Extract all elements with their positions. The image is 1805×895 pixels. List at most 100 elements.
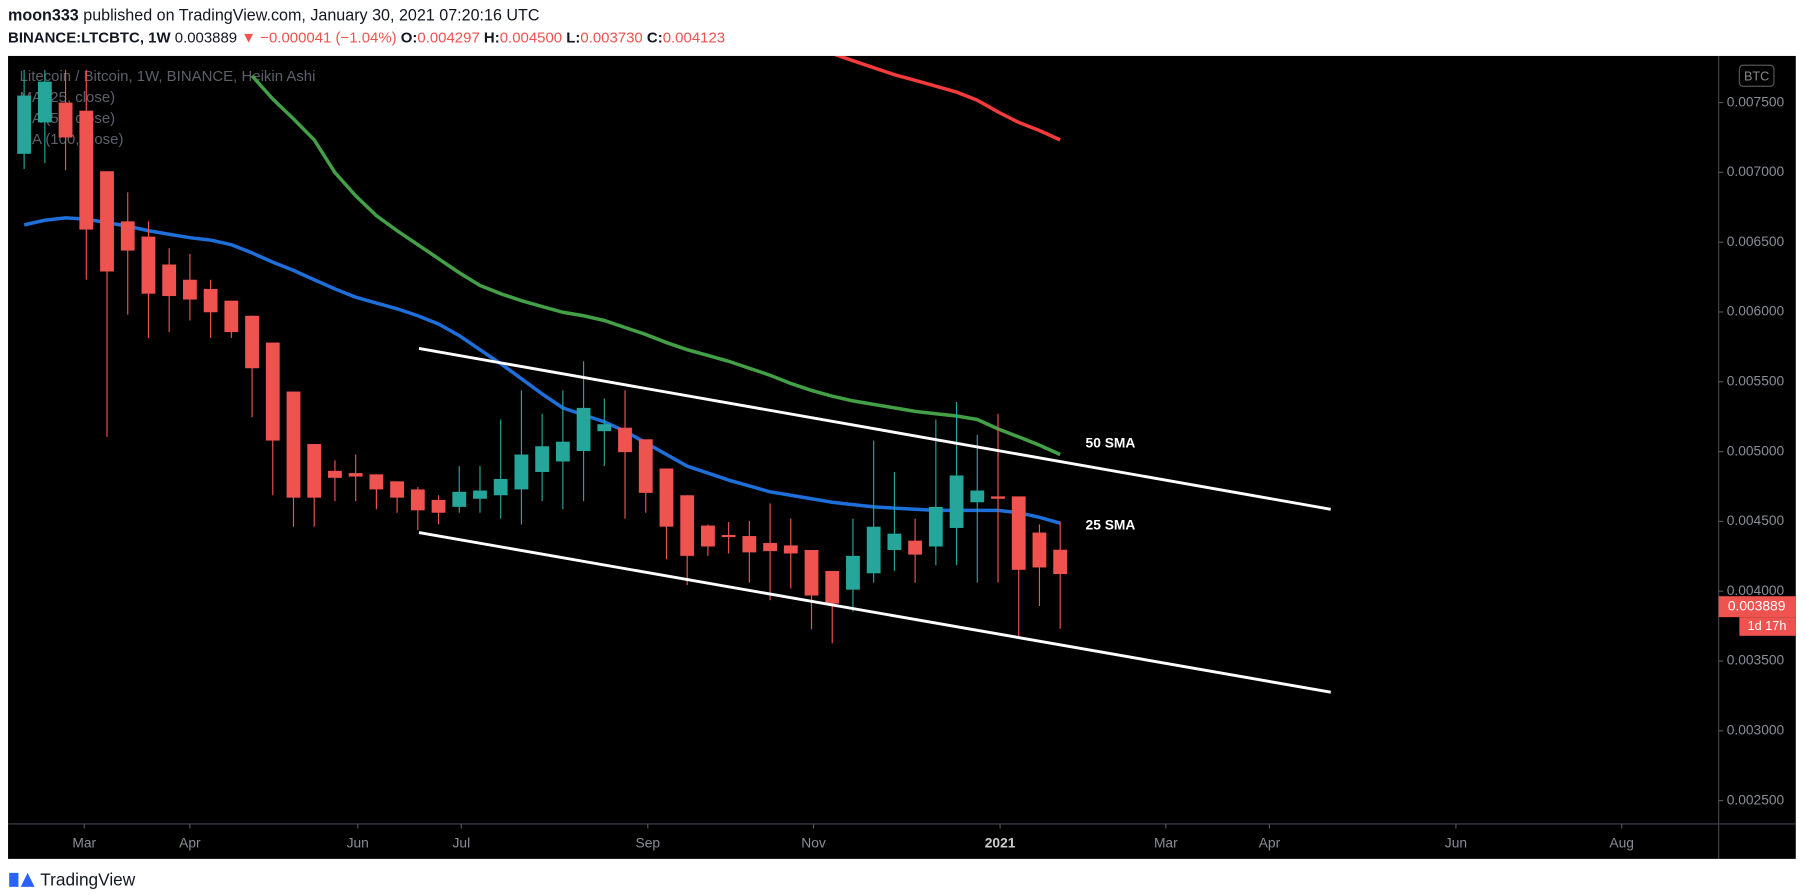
x-tick-label: Jun xyxy=(1445,834,1467,850)
currency: BTC xyxy=(1744,68,1769,83)
logo: TradingView xyxy=(9,870,136,890)
annotation: 25 SMA xyxy=(1086,516,1136,532)
candle-body xyxy=(452,491,467,507)
candle-body xyxy=(58,102,73,138)
candle-body xyxy=(825,570,840,604)
ohlc-key: C: xyxy=(647,29,663,46)
candle-body xyxy=(328,470,342,478)
candle-body xyxy=(701,525,715,547)
x-tick-label: Sep xyxy=(636,834,661,850)
candle-body xyxy=(721,534,736,538)
annotation: 50 SMA xyxy=(1086,435,1136,451)
x-tick-label: 2021 xyxy=(985,834,1016,850)
candle-body xyxy=(203,288,218,313)
y-tick-label: 0.002500 xyxy=(1727,791,1785,807)
candle-body xyxy=(17,95,32,154)
trend-line xyxy=(418,347,1331,511)
legend-entry: MA (100, close) xyxy=(20,131,124,148)
ohlc-key: H: xyxy=(484,29,500,46)
candle-body xyxy=(1053,549,1068,575)
candle-body xyxy=(555,441,570,462)
currency-box xyxy=(1738,64,1775,87)
x-tick-label: Mar xyxy=(1154,834,1178,850)
candle-body xyxy=(908,540,923,555)
ohlc-value: 0.004297 xyxy=(417,29,479,46)
y-tick-label: 0.003000 xyxy=(1727,721,1785,737)
candle-body xyxy=(680,495,695,556)
candle-body xyxy=(37,81,52,123)
candle-body xyxy=(576,407,591,452)
last-price-label: 0.003889 xyxy=(1728,597,1786,613)
logo-mark xyxy=(9,872,19,887)
candle-body xyxy=(307,444,322,498)
published: published on TradingView.com, January 30… xyxy=(83,7,540,25)
author: moon333 xyxy=(8,7,79,25)
candle-body xyxy=(949,475,964,528)
candle-body xyxy=(431,499,446,513)
candle-body xyxy=(638,439,653,493)
trend-line xyxy=(418,531,1331,694)
ma-line xyxy=(23,216,1061,525)
candle-body xyxy=(100,171,114,272)
candle-body xyxy=(348,473,363,477)
candle-body xyxy=(390,481,405,498)
candle-body xyxy=(763,543,777,552)
candle-body xyxy=(1032,532,1047,568)
logo-mark xyxy=(20,872,35,887)
candle-body xyxy=(991,496,1005,499)
y-tick-label: 0.007500 xyxy=(1727,93,1785,109)
candle-body xyxy=(597,424,612,432)
candle-body xyxy=(866,526,881,574)
countdown-box xyxy=(1739,617,1796,636)
candle-body xyxy=(659,468,674,527)
candle-body xyxy=(410,489,425,511)
candle-body xyxy=(783,545,798,554)
x-tick-label: Nov xyxy=(801,834,826,850)
candle-body xyxy=(493,478,508,496)
header-line-1: moon333 published on TradingView.com, Ja… xyxy=(8,7,540,25)
candle-body xyxy=(79,110,94,230)
candle-body xyxy=(473,490,487,499)
ma-line xyxy=(250,74,1061,457)
candle-body xyxy=(1011,496,1026,570)
y-tick-label: 0.006000 xyxy=(1727,303,1785,319)
x-tick-label: Aug xyxy=(1609,834,1634,850)
x-tick-label: Mar xyxy=(72,834,96,850)
y-tick-label: 0.005000 xyxy=(1727,442,1785,458)
candle-body xyxy=(162,264,177,297)
y-tick-label: 0.004000 xyxy=(1727,582,1785,598)
candle-body xyxy=(120,221,135,251)
ohlc-key: L: xyxy=(566,29,580,46)
candle-body xyxy=(224,300,239,333)
last-price: 0.003889 xyxy=(175,29,237,46)
y-tick-label: 0.004500 xyxy=(1727,512,1785,528)
candle-body xyxy=(618,427,632,453)
candle-body xyxy=(182,279,197,300)
candle-body xyxy=(970,490,985,503)
ohlc-value: 0.004123 xyxy=(663,29,725,46)
ohlc-value: 0.004500 xyxy=(500,29,562,46)
candle-body xyxy=(286,391,301,498)
last-price-box xyxy=(1718,596,1796,618)
legend-title: Litecoin / Bitcoin, 1W, BINANCE, Heikin … xyxy=(20,68,316,85)
candle-body xyxy=(245,315,259,369)
ohlc-value: 0.003730 xyxy=(580,29,642,46)
change: ▼ −0.000041 (−1.04%) xyxy=(241,29,396,46)
chart-background xyxy=(8,55,1796,859)
x-tick-label: Jun xyxy=(347,834,369,850)
candle-body xyxy=(369,474,384,490)
y-tick-label: 0.007000 xyxy=(1727,163,1785,179)
candle-body xyxy=(535,446,550,472)
x-tick-label: Apr xyxy=(179,834,201,850)
candle-body xyxy=(265,342,280,441)
x-tick-label: Apr xyxy=(1259,834,1281,850)
candle-body xyxy=(742,536,757,553)
header-line-2: BINANCE:LTCBTC, 1W 0.003889 ▼ −0.000041 … xyxy=(8,29,725,46)
candle-body xyxy=(887,533,902,551)
candle-body xyxy=(514,454,529,490)
y-tick-label: 0.003500 xyxy=(1727,652,1785,668)
candle-body xyxy=(846,555,860,590)
footer-brand: TradingView xyxy=(40,870,135,890)
